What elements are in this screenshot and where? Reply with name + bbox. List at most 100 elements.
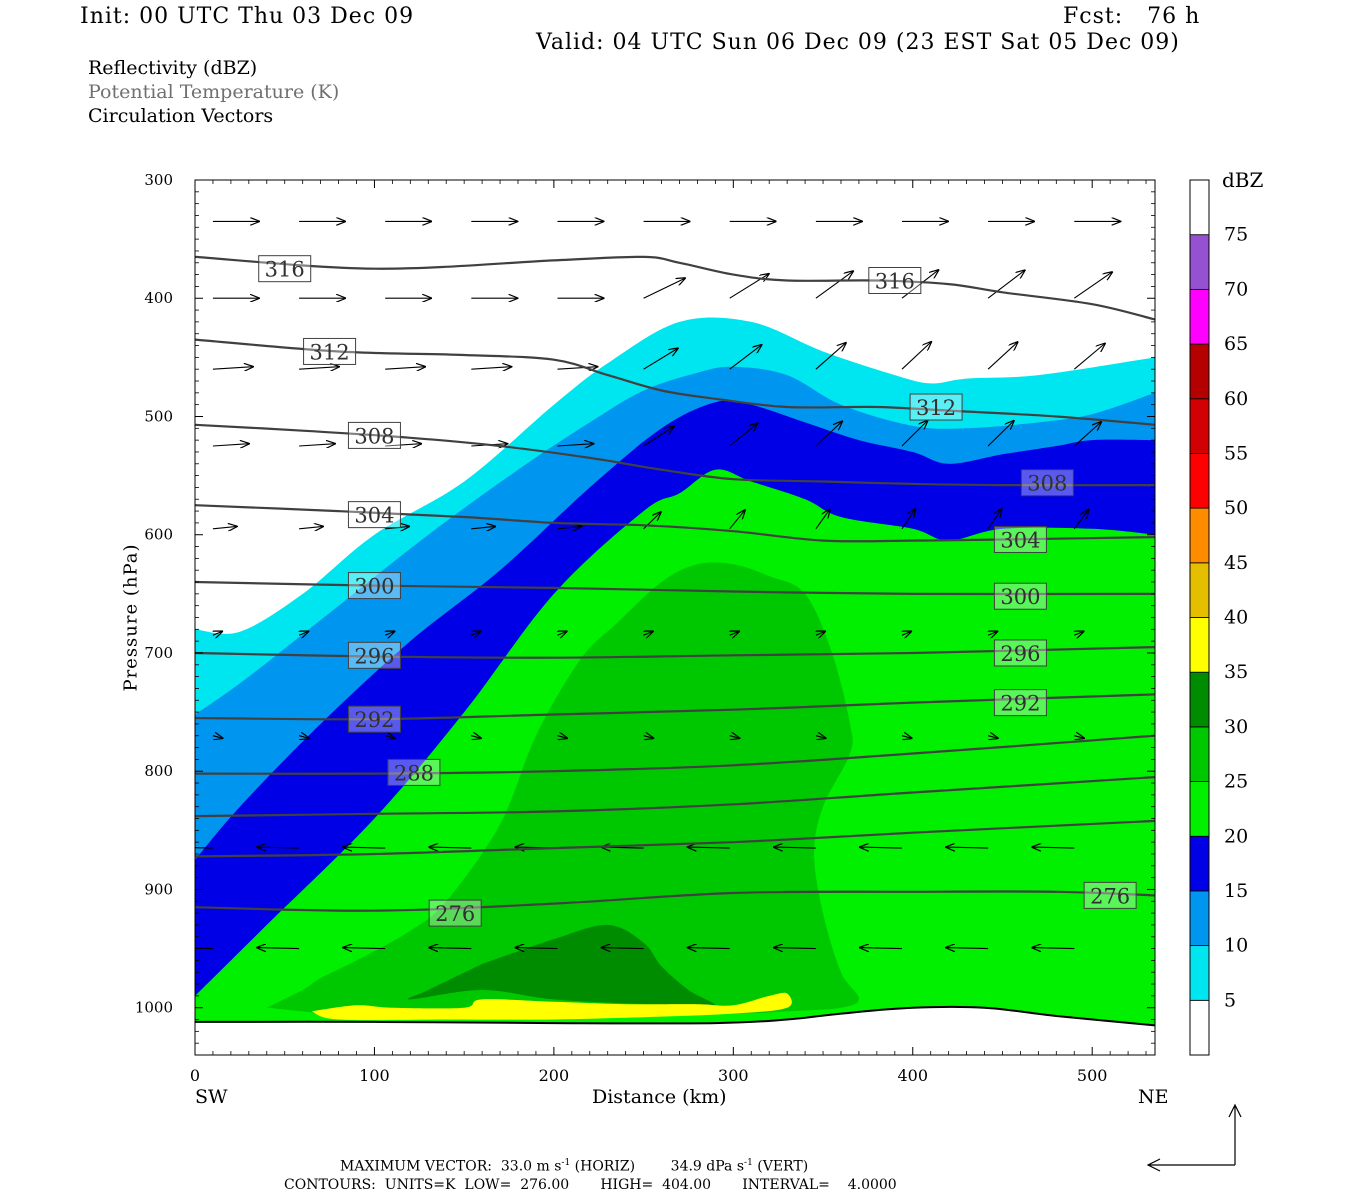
- circulation-vector: [901, 342, 931, 370]
- theta-label: 308: [1027, 472, 1067, 496]
- colorbar-swatch: [1189, 234, 1210, 290]
- circulation-vector: [257, 948, 300, 949]
- colorbar-frame: [1189, 179, 1210, 1056]
- circulation-vector: [816, 631, 825, 635]
- circulation-vector: [688, 847, 730, 848]
- y-axis-title: Pressure (hPa): [120, 543, 142, 692]
- y-tick-label: 600: [144, 526, 173, 544]
- theta-label: 316: [875, 270, 915, 294]
- circulation-vector: [1073, 344, 1105, 370]
- circulation-vector: [385, 367, 425, 370]
- x-tick-label: 200: [539, 1066, 570, 1085]
- reflectivity-band-30: [407, 924, 717, 1009]
- theta-label-box: [993, 525, 1047, 553]
- colorbar-swatch: [1189, 726, 1210, 782]
- theta-label: 296: [1000, 642, 1040, 666]
- colorbar-label: 55: [1224, 442, 1248, 464]
- circulation-vector: [644, 631, 653, 635]
- theta-contour-304: [195, 504, 1155, 543]
- theta-label: 312: [916, 396, 956, 420]
- colorbar-label: 20: [1224, 825, 1248, 847]
- theta-label-box: [347, 641, 401, 669]
- theta-label: 288: [394, 761, 434, 785]
- circulation-vector: [385, 736, 395, 739]
- colorbar-label: 5: [1224, 989, 1236, 1011]
- max-vector-note: MAXIMUM VECTOR: 33.0 m s-1 (HORIZ) 34.9 …: [340, 1158, 809, 1175]
- circulation-vector: [729, 423, 758, 447]
- y-axis: 300 400 500 600 700 800 900 1000: [135, 171, 1155, 1044]
- colorbar-label: 75: [1224, 224, 1248, 246]
- theta-label-box: [387, 758, 441, 786]
- x-left-end-label: SW: [195, 1086, 228, 1108]
- colorbar-swatch: [1189, 179, 1210, 236]
- circulation-vector: [195, 847, 213, 849]
- circulation-vector: [212, 444, 249, 446]
- circulation-vector: [1073, 422, 1101, 447]
- theta-label-box: [347, 421, 401, 449]
- circulation-vector: [643, 736, 654, 739]
- colorbar-label: 50: [1224, 497, 1248, 519]
- theta-label-box: [909, 393, 963, 421]
- terrain: [195, 1005, 1155, 1055]
- circulation-vector: [815, 343, 846, 370]
- circulation-vectors: [195, 221, 1120, 949]
- circulation-vector: [987, 421, 1014, 447]
- colorbar-label: 70: [1224, 278, 1248, 300]
- circulation-vector: [774, 847, 816, 848]
- x-right-end-label: NE: [1138, 1086, 1169, 1108]
- circulation-vector: [299, 367, 339, 370]
- colorbar-swatch: [1189, 617, 1210, 673]
- theta-contour-316: [195, 255, 1155, 321]
- reflectivity-band-35: [311, 992, 792, 1021]
- theta-label-box: [1083, 881, 1137, 909]
- circulation-vector: [729, 345, 762, 370]
- y-tick-label: 700: [144, 644, 173, 662]
- circulation-vector: [1032, 948, 1075, 949]
- circulation-vector: [212, 526, 237, 528]
- circulation-vector: [212, 367, 253, 370]
- colorbar-title: dBZ: [1222, 168, 1264, 192]
- circulation-vector: [987, 342, 1018, 370]
- y-tick-label: 800: [144, 762, 173, 780]
- circulation-vector: [471, 367, 511, 370]
- theta-label-box: [347, 705, 401, 733]
- circulation-vector: [557, 367, 598, 370]
- circulation-vector: [860, 948, 903, 949]
- y-tick-label: 500: [144, 407, 173, 425]
- contour-info-note: CONTOURS: UNITS=K LOW= 276.00 HIGH= 404.…: [284, 1177, 897, 1193]
- colorbar: 5 10 15 20 25 30 35 40 45 50 55 60 65 70 75: [1189, 179, 1248, 1056]
- field-circulation-vectors: Circulation Vectors: [88, 105, 274, 127]
- colorbar-label: 15: [1224, 880, 1248, 902]
- circulation-vector: [212, 736, 223, 739]
- theta-contour-284: [195, 776, 1155, 818]
- circulation-vector: [385, 444, 421, 446]
- circulation-vector: [688, 948, 730, 949]
- field-potential-temperature: Potential Temperature (K): [88, 81, 340, 103]
- circulation-vector: [213, 631, 222, 635]
- circulation-vector: [343, 847, 386, 848]
- circulation-vector: [557, 444, 594, 446]
- circulation-vector: [643, 278, 685, 299]
- theta-label: 304: [1000, 528, 1040, 552]
- theta-label-box: [993, 639, 1047, 667]
- theta-label-box: [993, 689, 1047, 717]
- theta-contour-300: [195, 580, 1155, 596]
- circulation-vector: [946, 847, 989, 848]
- theta-label: 292: [1000, 692, 1040, 716]
- colorbar-swatch: [1189, 507, 1210, 564]
- theta-contour-276: [195, 890, 1155, 912]
- circulation-vector: [471, 736, 481, 739]
- colorbar-label: 40: [1224, 607, 1248, 629]
- x-tick-label: 500: [1077, 1066, 1108, 1085]
- circulation-vector: [557, 526, 582, 528]
- x-axis: 0 100 200 300 400 500: [190, 180, 1147, 1085]
- colorbar-swatch: [1189, 288, 1210, 345]
- x-tick-label: 400: [897, 1066, 928, 1085]
- circulation-vector: [987, 270, 1025, 299]
- circulation-vector: [729, 510, 745, 530]
- theta-label-box: [303, 337, 357, 365]
- theta-label: 276: [1090, 884, 1130, 908]
- circulation-vector: [1032, 847, 1075, 848]
- colorbar-swatch: [1189, 890, 1210, 947]
- theta-contour-292: [195, 693, 1155, 721]
